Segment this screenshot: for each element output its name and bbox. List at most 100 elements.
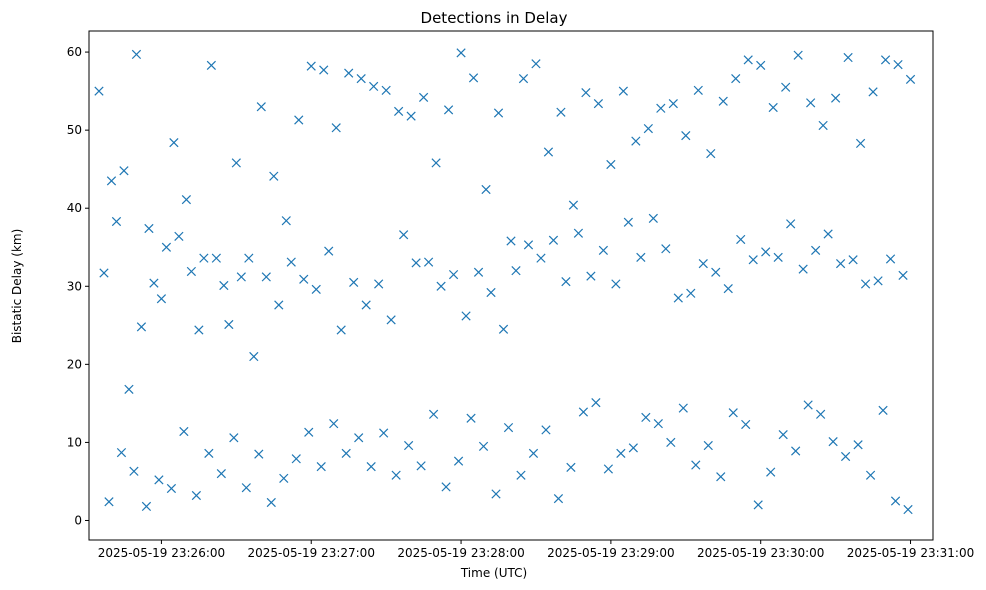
x-tick-label: 2025-05-19 23:28:00 — [397, 546, 524, 560]
data-point — [905, 74, 916, 85]
data-point — [511, 266, 521, 276]
y-tick-label: 60 — [67, 45, 82, 59]
data-point — [678, 403, 688, 413]
data-point — [466, 413, 476, 423]
data-point — [269, 171, 279, 181]
data-point — [428, 409, 439, 419]
data-point — [299, 274, 309, 284]
data-point — [254, 449, 264, 459]
data-point — [661, 244, 671, 254]
data-point — [568, 200, 579, 210]
data-point — [149, 278, 159, 288]
scatter-series — [94, 48, 916, 515]
y-axis-ticks: 0 10 20 30 40 50 60 — [67, 45, 89, 527]
data-point — [231, 158, 241, 168]
data-point — [399, 230, 409, 240]
data-point — [329, 419, 339, 429]
data-point — [394, 106, 404, 117]
data-point — [136, 322, 147, 332]
data-point — [756, 60, 766, 70]
data-point — [366, 461, 376, 472]
data-point — [636, 252, 646, 263]
data-point — [324, 246, 334, 256]
data-point — [361, 300, 371, 310]
data-point — [631, 136, 641, 146]
data-point — [443, 105, 454, 115]
data-point — [344, 68, 354, 78]
data-point — [803, 400, 813, 410]
data-point — [294, 115, 304, 125]
data-point — [206, 60, 216, 70]
data-point — [766, 467, 776, 477]
data-point — [336, 325, 346, 335]
data-point — [603, 464, 614, 474]
data-point — [830, 93, 841, 103]
data-point — [204, 448, 214, 458]
data-point — [573, 228, 584, 238]
data-point — [406, 111, 416, 121]
data-point — [656, 103, 666, 113]
data-point — [641, 412, 651, 423]
data-point — [528, 448, 539, 458]
data-point — [611, 279, 621, 289]
data-point — [241, 483, 251, 493]
data-point — [478, 441, 489, 451]
data-point — [786, 219, 796, 229]
data-point — [723, 283, 733, 294]
data-point — [104, 497, 114, 507]
data-point — [823, 229, 833, 239]
data-point — [623, 217, 633, 227]
data-point — [498, 324, 509, 334]
data-point — [880, 55, 891, 65]
data-point — [461, 311, 471, 321]
y-tick-label: 50 — [67, 123, 82, 137]
data-point — [835, 259, 846, 269]
data-point — [666, 437, 676, 448]
data-point — [156, 294, 167, 304]
data-point — [541, 425, 551, 435]
data-point — [436, 281, 446, 291]
data-point — [456, 48, 466, 58]
data-point — [718, 96, 728, 106]
data-point — [536, 253, 546, 263]
chart-title: Detections in Delay — [421, 9, 568, 27]
data-point — [890, 496, 901, 506]
data-point — [868, 87, 878, 97]
data-point — [791, 446, 801, 456]
data-point — [286, 257, 296, 267]
plot-area-frame — [88, 30, 934, 541]
x-axis-ticks: 2025-05-19 23:26:00 2025-05-19 23:27:00 20… — [98, 540, 974, 560]
data-point — [194, 325, 204, 335]
data-point — [124, 384, 134, 394]
data-point — [491, 489, 501, 499]
data-point — [281, 216, 291, 226]
data-point — [356, 73, 366, 84]
data-point — [843, 52, 853, 63]
data-point — [129, 466, 139, 476]
y-tick-label: 0 — [74, 513, 82, 527]
data-point — [743, 55, 753, 65]
data-point — [116, 447, 127, 458]
data-point — [181, 195, 192, 205]
data-point — [811, 245, 821, 255]
data-point — [304, 427, 314, 437]
data-point — [266, 497, 276, 508]
data-point — [379, 428, 389, 438]
data-point — [418, 92, 429, 102]
data-point — [686, 288, 696, 298]
data-point — [531, 59, 541, 69]
data-point — [481, 184, 491, 195]
data-point — [668, 98, 678, 109]
data-point — [411, 258, 421, 268]
data-point — [798, 264, 808, 274]
data-point — [681, 130, 691, 141]
data-point — [848, 255, 858, 265]
data-point — [706, 148, 716, 159]
data-point — [468, 73, 479, 83]
data-point — [855, 138, 866, 149]
y-tick-label: 40 — [67, 201, 82, 215]
data-point — [586, 271, 596, 281]
data-point — [141, 501, 152, 512]
data-point — [878, 405, 888, 416]
